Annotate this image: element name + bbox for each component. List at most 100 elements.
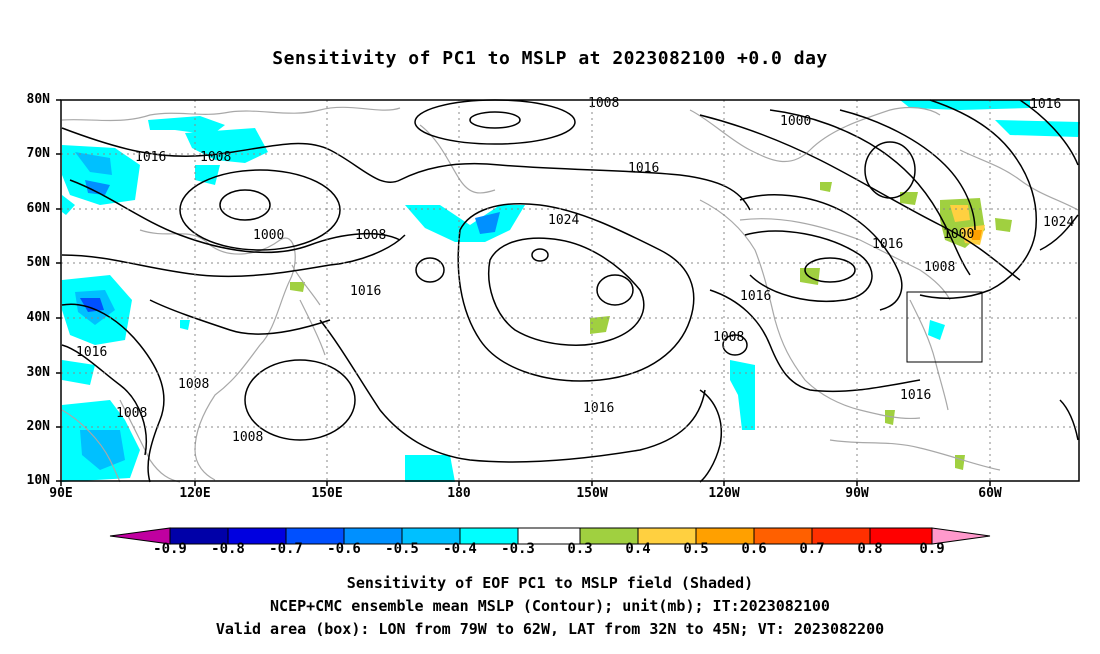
contour-layer bbox=[61, 99, 1079, 483]
shade-negative bbox=[405, 455, 455, 482]
contour-label: 1000 bbox=[780, 114, 811, 129]
shade-positive bbox=[970, 230, 982, 240]
coastline bbox=[61, 409, 121, 483]
shade-positive bbox=[900, 192, 918, 205]
shade-positive bbox=[995, 218, 1012, 232]
contour-label: 1008 bbox=[116, 406, 147, 421]
contour-line bbox=[488, 237, 645, 346]
shade-positive bbox=[820, 182, 832, 192]
colorbar-arrow-right bbox=[931, 527, 991, 545]
contour-line bbox=[61, 234, 406, 278]
contour-line bbox=[61, 344, 147, 456]
contour-label: 1024 bbox=[1043, 215, 1074, 230]
lon-label: 90W bbox=[845, 486, 869, 501]
colorbar-label: -0.3 bbox=[501, 541, 535, 557]
coastline bbox=[699, 199, 921, 420]
lon-label: 150E bbox=[311, 486, 343, 501]
contour-label: 1016 bbox=[872, 237, 903, 252]
contour-line bbox=[469, 111, 521, 129]
contour-line bbox=[319, 319, 706, 463]
contour-label: 1016 bbox=[76, 345, 107, 360]
coastline bbox=[291, 264, 326, 356]
contour-line bbox=[219, 189, 271, 221]
lon-label: 120E bbox=[179, 486, 211, 501]
contour-line bbox=[69, 179, 401, 254]
shading-layer bbox=[62, 100, 1080, 482]
contour-line bbox=[531, 248, 549, 262]
contour-line bbox=[919, 99, 1037, 300]
colorbar-label: 0.9 bbox=[919, 541, 945, 557]
coastline bbox=[959, 149, 1079, 211]
coastline bbox=[909, 299, 949, 411]
coastline bbox=[419, 124, 496, 194]
valid-area-box bbox=[906, 291, 983, 363]
contour-line bbox=[61, 303, 165, 483]
contour-line bbox=[1039, 214, 1079, 251]
shade-negative bbox=[475, 212, 500, 234]
contour-label: 1008 bbox=[924, 260, 955, 275]
shade-negative bbox=[75, 152, 112, 175]
contour-line bbox=[244, 359, 356, 441]
shade-negative bbox=[62, 195, 75, 215]
caption-valid-area: Valid area (box): LON from 79W to 62W, L… bbox=[215, 620, 885, 638]
contour-line bbox=[61, 127, 751, 211]
shade-negative bbox=[80, 298, 104, 312]
lon-label: 180 bbox=[447, 486, 471, 501]
contour-line bbox=[839, 109, 976, 231]
lat-label: 60N bbox=[26, 201, 50, 216]
tick-marks bbox=[56, 99, 991, 486]
colorbar-label: -0.6 bbox=[327, 541, 361, 557]
lat-label: 50N bbox=[26, 255, 50, 270]
contour-line bbox=[739, 194, 903, 311]
shade-positive bbox=[290, 282, 305, 292]
contour-line bbox=[179, 169, 341, 251]
colorbar-label: -0.4 bbox=[443, 541, 477, 557]
contour-line bbox=[457, 203, 695, 382]
colorbar-label: 0.4 bbox=[625, 541, 651, 557]
contour-line bbox=[149, 299, 331, 335]
lat-label: 20N bbox=[26, 419, 50, 434]
lon-label: 90E bbox=[49, 486, 73, 501]
contour-line bbox=[1019, 99, 1079, 166]
contour-line bbox=[699, 389, 722, 483]
lat-label: 40N bbox=[26, 310, 50, 325]
contour-line bbox=[699, 114, 1021, 281]
contour-line bbox=[415, 257, 445, 283]
coastline bbox=[139, 229, 296, 481]
shade-negative bbox=[62, 360, 95, 385]
contour-line bbox=[722, 334, 748, 356]
lat-label: 10N bbox=[26, 473, 50, 488]
contour-label: 1016 bbox=[350, 284, 381, 299]
coastline bbox=[739, 218, 951, 301]
shade-positive bbox=[885, 410, 895, 425]
contour-label: 1016 bbox=[740, 289, 771, 304]
contour-label: 1008 bbox=[588, 96, 619, 111]
lat-label: 70N bbox=[26, 146, 50, 161]
contour-line bbox=[804, 257, 856, 283]
contour-label: 1008 bbox=[200, 150, 231, 165]
lat-label: 30N bbox=[26, 365, 50, 380]
coastline bbox=[119, 399, 181, 483]
shade-positive bbox=[955, 455, 965, 470]
contour-label: 1008 bbox=[713, 330, 744, 345]
contour-line bbox=[414, 99, 576, 145]
contour-label: 1024 bbox=[548, 213, 579, 228]
coastline-layer bbox=[61, 106, 1079, 483]
shade-negative bbox=[195, 165, 220, 185]
shade-negative bbox=[148, 116, 225, 135]
colorbar-label: 0.3 bbox=[567, 541, 593, 557]
colorbar-label: -0.7 bbox=[269, 541, 303, 557]
gridlines bbox=[61, 100, 1079, 481]
contour-line bbox=[864, 141, 916, 199]
contour-label: 1000 bbox=[253, 228, 284, 243]
caption-contour: NCEP+CMC ensemble mean MSLP (Contour); u… bbox=[270, 597, 830, 615]
shade-negative bbox=[995, 120, 1080, 137]
contour-label: 1008 bbox=[232, 430, 263, 445]
shade-negative bbox=[85, 180, 110, 195]
contour-label: 1008 bbox=[355, 228, 386, 243]
shade-negative bbox=[928, 320, 945, 340]
colorbar-label: -0.9 bbox=[153, 541, 187, 557]
contour-label: 1016 bbox=[583, 401, 614, 416]
